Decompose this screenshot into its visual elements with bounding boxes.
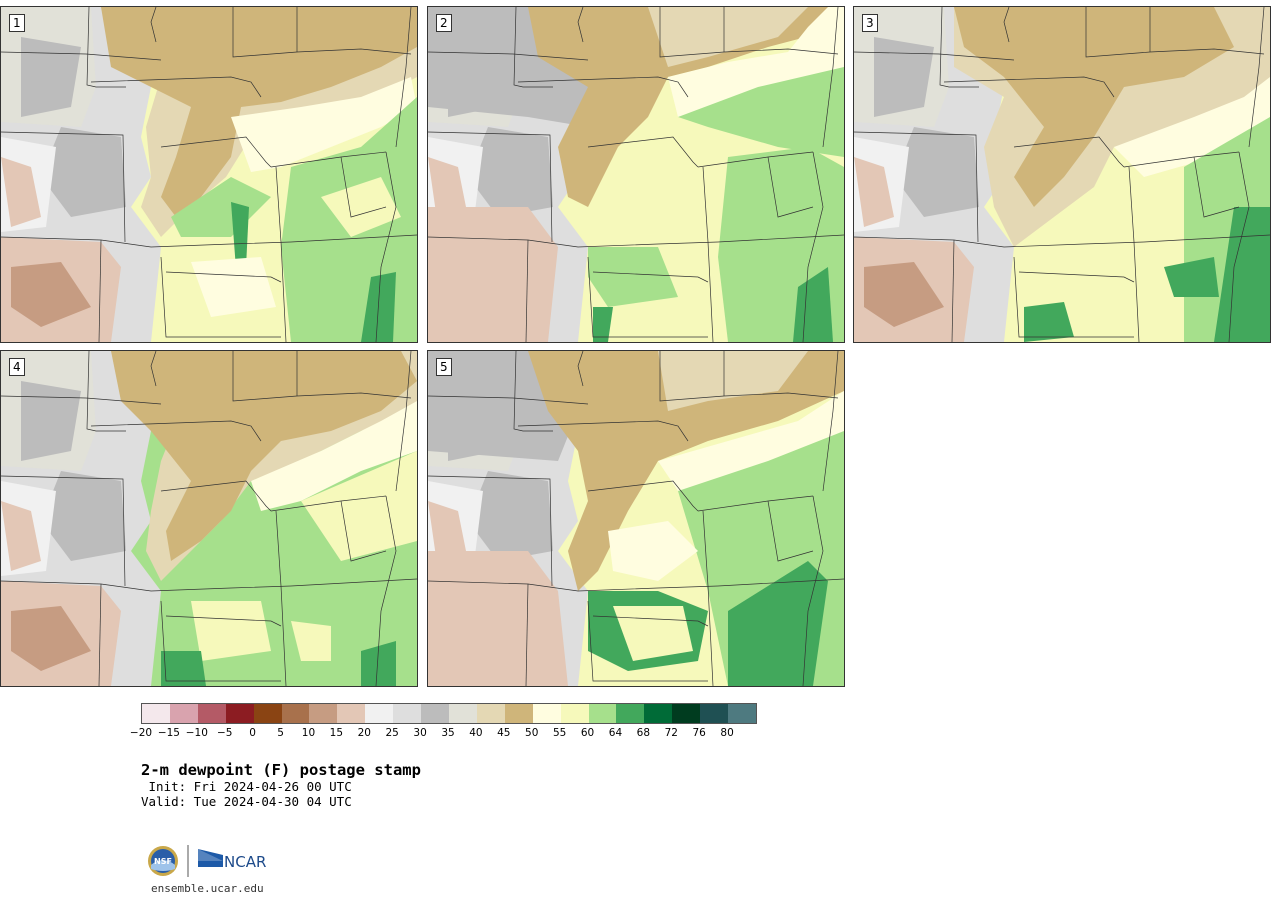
colorbar-swatch bbox=[281, 704, 310, 723]
colorbar-tick-label: 30 bbox=[413, 727, 427, 739]
map-panel: 4 bbox=[0, 350, 418, 687]
chart-title: 2-m dewpoint (F) postage stamp bbox=[141, 761, 421, 779]
ncar-logo-text: NCAR bbox=[224, 853, 266, 871]
colorbar-tick-label: 5 bbox=[277, 727, 284, 739]
colorbar-swatch bbox=[700, 704, 729, 723]
colorbar-swatch bbox=[476, 704, 505, 723]
colorbar-swatch bbox=[169, 704, 198, 723]
colorbar-tick-label: 50 bbox=[525, 727, 539, 739]
colorbar-tick-label: −5 bbox=[216, 727, 233, 739]
valid-time: Valid: Tue 2024-04-30 04 UTC bbox=[141, 794, 352, 809]
colorbar-tick-label: −15 bbox=[157, 727, 180, 739]
colorbar-swatch bbox=[337, 704, 366, 723]
colorbar-tick-label: 15 bbox=[329, 727, 344, 739]
colorbar-swatch bbox=[365, 704, 394, 723]
colorbar-swatch bbox=[588, 704, 617, 723]
colorbar-tick-label: 68 bbox=[636, 727, 651, 739]
colorbar-ticks: −20 −15 −10 −5 0 5 10 15 20 25 30 35 40 45 50 55 60 64 68 7… bbox=[130, 727, 755, 741]
init-time: Init: Fri 2024-04-26 00 UTC bbox=[141, 779, 352, 794]
panel-number-label: 2 bbox=[436, 14, 452, 32]
logos: NSF NCAR bbox=[145, 843, 275, 881]
colorbar-swatch bbox=[421, 704, 449, 723]
ncar-logo: NCAR bbox=[198, 849, 266, 871]
panel-number-label: 4 bbox=[9, 358, 25, 376]
colorbar-tick-label: 20 bbox=[357, 727, 371, 739]
colorbar-swatch bbox=[504, 704, 533, 723]
nsf-logo: NSF bbox=[148, 846, 178, 876]
colorbar-tick-label: −20 bbox=[129, 727, 153, 739]
panel-number-label: 5 bbox=[436, 358, 452, 376]
map-panel: 1 bbox=[0, 6, 418, 343]
colorbar-tick-label: 80 bbox=[720, 727, 734, 739]
panel-number-label: 1 bbox=[9, 14, 25, 32]
colorbar-swatch bbox=[644, 704, 673, 723]
colorbar-swatch bbox=[560, 704, 589, 723]
colorbar-tick-label: 0 bbox=[249, 727, 256, 739]
map-panel: 3 bbox=[853, 6, 1271, 343]
dewpoint-map bbox=[1, 7, 417, 342]
colorbar-tick-label: 45 bbox=[497, 727, 511, 739]
colorbar-tick-label: 35 bbox=[441, 727, 455, 739]
colorbar-swatch bbox=[532, 704, 561, 723]
site-url: ensemble.ucar.edu bbox=[151, 882, 264, 895]
nsf-logo-text: NSF bbox=[154, 857, 172, 866]
colorbar-tick-label: 55 bbox=[552, 727, 567, 739]
colorbar-swatch bbox=[142, 704, 170, 723]
dewpoint-map bbox=[854, 7, 1270, 342]
colorbar-swatch bbox=[225, 704, 254, 723]
dewpoint-map bbox=[428, 351, 844, 686]
colorbar-tick-label: −10 bbox=[185, 727, 208, 739]
dewpoint-map bbox=[428, 7, 844, 342]
colorbar-tick-label: 25 bbox=[385, 727, 399, 739]
colorbar-tick-label: 76 bbox=[692, 727, 706, 739]
colorbar-swatch bbox=[728, 704, 756, 723]
colorbar-swatch bbox=[309, 704, 338, 723]
colorbar-tick-label: 60 bbox=[580, 727, 595, 739]
colorbar-swatch bbox=[253, 704, 282, 723]
dewpoint-map bbox=[1, 351, 417, 686]
colorbar-swatch bbox=[448, 704, 477, 723]
colorbar-tick-label: 40 bbox=[469, 727, 483, 739]
colorbar-tick-label: 10 bbox=[301, 727, 316, 739]
colorbar-tick-label: 64 bbox=[608, 727, 623, 739]
colorbar-swatch bbox=[393, 704, 422, 723]
colorbar-swatch bbox=[672, 704, 701, 723]
map-panel: 5 bbox=[427, 350, 845, 687]
map-panel: 2 bbox=[427, 6, 845, 343]
colorbar-swatch bbox=[616, 704, 645, 723]
panel-number-label: 3 bbox=[862, 14, 878, 32]
colorbar-tick-label: 72 bbox=[664, 727, 678, 739]
colorbar bbox=[141, 703, 757, 724]
colorbar-swatch bbox=[197, 704, 226, 723]
